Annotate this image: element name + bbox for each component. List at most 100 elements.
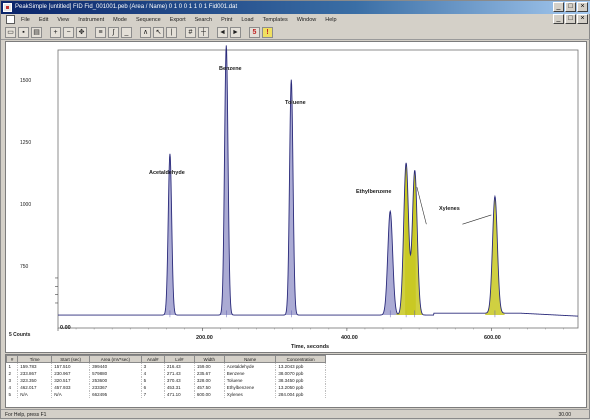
- table-cell: 399440: [89, 362, 142, 370]
- toolbar-separator: [211, 27, 215, 38]
- label-benzene: Benzene: [219, 66, 242, 72]
- doc-close-button[interactable]: ×: [577, 14, 588, 24]
- column-header[interactable]: Time: [17, 355, 53, 363]
- table-cell: 457.50: [194, 383, 225, 391]
- table-cell: 4: [6, 383, 19, 391]
- table-row[interactable]: 2 233.867 230.967 579880 4 271.43 235.67 Benzen…: [6, 369, 326, 377]
- y-tick-label: 1250: [20, 140, 32, 146]
- minimize-button[interactable]: _: [553, 2, 564, 12]
- x-tick-label: 0.00: [60, 325, 71, 331]
- doc-minimize-button[interactable]: _: [553, 14, 564, 24]
- peak-fill: [163, 153, 177, 316]
- peak-fill: [485, 196, 505, 316]
- menu-print[interactable]: Print: [221, 16, 233, 23]
- table-cell: 271.43: [164, 369, 195, 377]
- chromatogram-trace: [58, 45, 579, 317]
- table-cell: 230.967: [51, 369, 91, 377]
- results-table-panel[interactable]: # Time Start (sec) Area (mV*sec) Anal# Lvl# Wi…: [5, 354, 587, 408]
- column-header[interactable]: Start (sec): [51, 355, 91, 363]
- column-header[interactable]: Anal#: [140, 355, 165, 363]
- table-row[interactable]: 3 323.350 320.517 253600 5 370.43 328.00 Toluen…: [6, 376, 326, 384]
- peak-icon[interactable]: ∧: [140, 26, 151, 38]
- table-cell: 233367: [89, 383, 142, 391]
- menu-sequence[interactable]: Sequence: [135, 16, 161, 23]
- table-row[interactable]: 4 462.017 457.933 233367 6 453.31 457.50 Ethylb…: [6, 383, 326, 391]
- marker-icon[interactable]: |: [166, 26, 177, 38]
- x-tick-label: 600.00: [484, 335, 501, 341]
- cursor-icon[interactable]: ↖: [153, 26, 164, 38]
- doc-restore-button[interactable]: □: [565, 14, 576, 24]
- column-header[interactable]: Area (mV*sec): [89, 355, 142, 363]
- table-cell: N/A: [17, 390, 53, 398]
- zoom-out-icon[interactable]: −: [63, 26, 74, 38]
- column-header[interactable]: Lvl#: [163, 355, 195, 363]
- column-header[interactable]: Concentration: [275, 355, 326, 363]
- arrow-left-icon[interactable]: ◄: [217, 26, 228, 38]
- table-cell: 159.783: [17, 362, 53, 370]
- open-icon[interactable]: ▭: [5, 26, 16, 38]
- x-axis-label: Time, seconds: [291, 344, 330, 350]
- integrate-icon[interactable]: ∫: [108, 26, 119, 38]
- y-tick-label: 750: [20, 264, 29, 270]
- menu-file[interactable]: File: [21, 16, 30, 23]
- column-header[interactable]: #: [6, 355, 19, 363]
- menu-templates[interactable]: Templates: [262, 16, 288, 23]
- menu-search[interactable]: Search: [194, 16, 213, 23]
- menu-instrument[interactable]: Instrument: [78, 16, 105, 23]
- close-button[interactable]: ×: [577, 2, 588, 12]
- toolbar-separator: [134, 27, 138, 38]
- label-ethylbenzene: Ethylbenzene: [356, 189, 392, 195]
- run-icon[interactable]: 5: [249, 26, 260, 38]
- menu-help[interactable]: Help: [325, 16, 337, 23]
- table-row[interactable]: 5 N/A N/A 662495 7 471.10 600.00 Xylenes 284.004…: [6, 390, 326, 398]
- zoom-in-icon[interactable]: +: [50, 26, 61, 38]
- table-cell: 600.00: [194, 390, 225, 398]
- column-header[interactable]: Name: [223, 355, 277, 363]
- table-cell: 233.867: [17, 369, 53, 377]
- menu-view[interactable]: View: [57, 16, 70, 23]
- plot-area: [57, 49, 579, 329]
- table-cell: 235.67: [194, 369, 225, 377]
- table-cell: Toluene: [224, 376, 277, 384]
- menu-mode[interactable]: Mode: [113, 16, 127, 23]
- table-cell: 6: [141, 383, 165, 391]
- save-icon[interactable]: ▪: [18, 26, 29, 38]
- maximize-button[interactable]: □: [565, 2, 576, 12]
- ruler-icon[interactable]: ┼: [198, 26, 209, 38]
- label-xylenes: Xylenes: [439, 206, 460, 212]
- title-bar[interactable]: PeakSimple [untitled] FID Fid_001001.peb…: [1, 1, 590, 14]
- arrow-right-icon[interactable]: ►: [230, 26, 241, 38]
- chromatogram-plot[interactable]: 5 Counts Time, seconds Acetaldehyde Benz…: [5, 41, 587, 353]
- peak-fill: [219, 45, 234, 316]
- menu-window[interactable]: Window: [296, 16, 317, 23]
- peak-fill: [284, 79, 299, 316]
- table-cell: 5: [6, 390, 19, 398]
- pan-icon[interactable]: ✥: [76, 26, 87, 38]
- xylene-leader-line: [462, 214, 492, 225]
- results-table: # Time Start (sec) Area (mV*sec) Anal# Lvl# Wi…: [6, 355, 326, 398]
- menu-export[interactable]: Export: [169, 16, 186, 23]
- grid-icon[interactable]: #: [185, 26, 196, 38]
- menu-bar: File Edit View Instrument Mode Sequence …: [1, 14, 590, 25]
- menu-load[interactable]: Load: [241, 16, 254, 23]
- status-text: For Help, press F1: [5, 412, 47, 418]
- overlay-icon[interactable]: ≡: [95, 26, 106, 38]
- table-cell: 462.017: [17, 383, 53, 391]
- y-tick-label: 1000: [20, 202, 32, 208]
- table-cell: 471.10: [164, 390, 195, 398]
- table-cell: 7: [141, 390, 165, 398]
- app-icon: [3, 3, 12, 12]
- table-cell: 320.517: [51, 376, 91, 384]
- document-icon: [6, 15, 15, 24]
- x-tick-label: 400.00: [341, 335, 358, 341]
- menu-edit[interactable]: Edit: [38, 16, 49, 23]
- table-cell: 159.00: [194, 362, 225, 370]
- stop-icon[interactable]: !: [262, 26, 273, 38]
- table-row[interactable]: 1 159.783 157.510 399440 3 216.43 159.00 Acetal…: [6, 362, 326, 370]
- table-cell: 157.510: [51, 362, 91, 370]
- print-icon[interactable]: ▤: [31, 26, 42, 38]
- table-cell: 662495: [89, 390, 142, 398]
- baseline-icon[interactable]: _: [121, 26, 132, 38]
- column-header[interactable]: Width: [193, 355, 225, 363]
